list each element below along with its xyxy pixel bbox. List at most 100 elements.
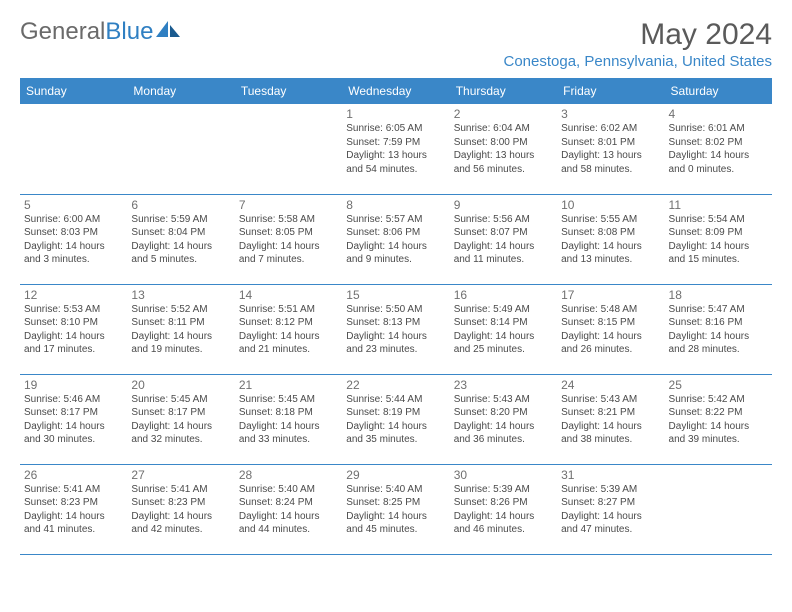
day-number: 2 bbox=[454, 107, 553, 121]
sunrise-text: Sunrise: 5:48 AM bbox=[561, 303, 660, 317]
sunrise-text: Sunrise: 5:53 AM bbox=[24, 303, 123, 317]
daylight-text: Daylight: 14 hours and 26 minutes. bbox=[561, 330, 660, 357]
day-number: 16 bbox=[454, 288, 553, 302]
day-number: 22 bbox=[346, 378, 445, 392]
brand-part1: General bbox=[20, 18, 105, 46]
sunset-text: Sunset: 8:06 PM bbox=[346, 226, 445, 240]
calendar-cell: 4Sunrise: 6:01 AMSunset: 8:02 PMDaylight… bbox=[665, 104, 772, 194]
daylight-text: Daylight: 14 hours and 45 minutes. bbox=[346, 510, 445, 537]
calendar-row: 19Sunrise: 5:46 AMSunset: 8:17 PMDayligh… bbox=[20, 374, 772, 464]
day-info: Sunrise: 5:45 AMSunset: 8:17 PMDaylight:… bbox=[131, 393, 230, 447]
daylight-text: Daylight: 14 hours and 21 minutes. bbox=[239, 330, 338, 357]
daylight-text: Daylight: 14 hours and 44 minutes. bbox=[239, 510, 338, 537]
calendar-cell: 23Sunrise: 5:43 AMSunset: 8:20 PMDayligh… bbox=[450, 374, 557, 464]
calendar-cell: 24Sunrise: 5:43 AMSunset: 8:21 PMDayligh… bbox=[557, 374, 664, 464]
sunrise-text: Sunrise: 5:50 AM bbox=[346, 303, 445, 317]
day-number: 29 bbox=[346, 468, 445, 482]
daylight-text: Daylight: 14 hours and 7 minutes. bbox=[239, 240, 338, 267]
daylight-text: Daylight: 14 hours and 36 minutes. bbox=[454, 420, 553, 447]
sunset-text: Sunset: 8:12 PM bbox=[239, 316, 338, 330]
sunrise-text: Sunrise: 6:05 AM bbox=[346, 122, 445, 136]
calendar-table: Sunday Monday Tuesday Wednesday Thursday… bbox=[20, 78, 772, 555]
calendar-cell: 17Sunrise: 5:48 AMSunset: 8:15 PMDayligh… bbox=[557, 284, 664, 374]
day-number: 28 bbox=[239, 468, 338, 482]
calendar-cell: 25Sunrise: 5:42 AMSunset: 8:22 PMDayligh… bbox=[665, 374, 772, 464]
calendar-row: 5Sunrise: 6:00 AMSunset: 8:03 PMDaylight… bbox=[20, 194, 772, 284]
sunset-text: Sunset: 8:18 PM bbox=[239, 406, 338, 420]
day-info: Sunrise: 5:49 AMSunset: 8:14 PMDaylight:… bbox=[454, 303, 553, 357]
calendar-cell: 5Sunrise: 6:00 AMSunset: 8:03 PMDaylight… bbox=[20, 194, 127, 284]
calendar-cell: 26Sunrise: 5:41 AMSunset: 8:23 PMDayligh… bbox=[20, 464, 127, 554]
daylight-text: Daylight: 14 hours and 11 minutes. bbox=[454, 240, 553, 267]
calendar-cell: 27Sunrise: 5:41 AMSunset: 8:23 PMDayligh… bbox=[127, 464, 234, 554]
sunset-text: Sunset: 8:01 PM bbox=[561, 136, 660, 150]
sunset-text: Sunset: 8:00 PM bbox=[454, 136, 553, 150]
day-info: Sunrise: 5:42 AMSunset: 8:22 PMDaylight:… bbox=[669, 393, 768, 447]
calendar-cell: 6Sunrise: 5:59 AMSunset: 8:04 PMDaylight… bbox=[127, 194, 234, 284]
sunset-text: Sunset: 8:09 PM bbox=[669, 226, 768, 240]
day-info: Sunrise: 5:54 AMSunset: 8:09 PMDaylight:… bbox=[669, 213, 768, 267]
calendar-cell bbox=[665, 464, 772, 554]
daylight-text: Daylight: 14 hours and 30 minutes. bbox=[24, 420, 123, 447]
day-info: Sunrise: 5:41 AMSunset: 8:23 PMDaylight:… bbox=[131, 483, 230, 537]
calendar-cell: 8Sunrise: 5:57 AMSunset: 8:06 PMDaylight… bbox=[342, 194, 449, 284]
title-block: May 2024 Conestoga, Pennsylvania, United… bbox=[504, 18, 773, 70]
day-number: 12 bbox=[24, 288, 123, 302]
sunrise-text: Sunrise: 5:49 AM bbox=[454, 303, 553, 317]
month-title: May 2024 bbox=[504, 18, 773, 51]
day-number: 20 bbox=[131, 378, 230, 392]
calendar-cell: 16Sunrise: 5:49 AMSunset: 8:14 PMDayligh… bbox=[450, 284, 557, 374]
sunset-text: Sunset: 8:23 PM bbox=[131, 496, 230, 510]
sunrise-text: Sunrise: 6:04 AM bbox=[454, 122, 553, 136]
daylight-text: Daylight: 13 hours and 58 minutes. bbox=[561, 149, 660, 176]
sunset-text: Sunset: 7:59 PM bbox=[346, 136, 445, 150]
sunset-text: Sunset: 8:17 PM bbox=[131, 406, 230, 420]
weekday-header-row: Sunday Monday Tuesday Wednesday Thursday… bbox=[20, 78, 772, 104]
sunset-text: Sunset: 8:21 PM bbox=[561, 406, 660, 420]
day-number: 7 bbox=[239, 198, 338, 212]
calendar-cell: 31Sunrise: 5:39 AMSunset: 8:27 PMDayligh… bbox=[557, 464, 664, 554]
calendar-cell: 22Sunrise: 5:44 AMSunset: 8:19 PMDayligh… bbox=[342, 374, 449, 464]
day-number: 27 bbox=[131, 468, 230, 482]
sunrise-text: Sunrise: 5:44 AM bbox=[346, 393, 445, 407]
calendar-cell: 20Sunrise: 5:45 AMSunset: 8:17 PMDayligh… bbox=[127, 374, 234, 464]
calendar-cell: 21Sunrise: 5:45 AMSunset: 8:18 PMDayligh… bbox=[235, 374, 342, 464]
day-number: 5 bbox=[24, 198, 123, 212]
calendar-row: 1Sunrise: 6:05 AMSunset: 7:59 PM Daylight… bbox=[20, 104, 772, 194]
weekday-header: Tuesday bbox=[235, 78, 342, 104]
daylight-text: Daylight: 14 hours and 35 minutes. bbox=[346, 420, 445, 447]
daylight-text: Daylight: 14 hours and 33 minutes. bbox=[239, 420, 338, 447]
sunset-text: Sunset: 8:26 PM bbox=[454, 496, 553, 510]
calendar-cell: 2Sunrise: 6:04 AMSunset: 8:00 PMDaylight… bbox=[450, 104, 557, 194]
day-number: 6 bbox=[131, 198, 230, 212]
day-info: Sunrise: 6:00 AMSunset: 8:03 PMDaylight:… bbox=[24, 213, 123, 267]
calendar-cell bbox=[235, 104, 342, 194]
day-info: Sunrise: 5:41 AMSunset: 8:23 PMDaylight:… bbox=[24, 483, 123, 537]
page-header: GeneralBlue May 2024 Conestoga, Pennsylv… bbox=[20, 18, 772, 70]
sunrise-text: Sunrise: 5:51 AM bbox=[239, 303, 338, 317]
sunset-text: Sunset: 8:13 PM bbox=[346, 316, 445, 330]
daylight-text: Daylight: 14 hours and 42 minutes. bbox=[131, 510, 230, 537]
day-info: Sunrise: 5:52 AMSunset: 8:11 PMDaylight:… bbox=[131, 303, 230, 357]
day-number: 1 bbox=[346, 107, 445, 121]
calendar-cell: 12Sunrise: 5:53 AMSunset: 8:10 PMDayligh… bbox=[20, 284, 127, 374]
sunset-text: Sunset: 8:27 PM bbox=[561, 496, 660, 510]
day-number: 26 bbox=[24, 468, 123, 482]
daylight-text: Daylight: 14 hours and 46 minutes. bbox=[454, 510, 553, 537]
calendar-cell: 29Sunrise: 5:40 AMSunset: 8:25 PMDayligh… bbox=[342, 464, 449, 554]
day-number: 30 bbox=[454, 468, 553, 482]
day-info: Sunrise: 5:59 AMSunset: 8:04 PMDaylight:… bbox=[131, 213, 230, 267]
sunrise-text: Sunrise: 5:56 AM bbox=[454, 213, 553, 227]
day-number: 21 bbox=[239, 378, 338, 392]
calendar-cell bbox=[20, 104, 127, 194]
sunrise-text: Sunrise: 5:45 AM bbox=[131, 393, 230, 407]
daylight-text: Daylight: 14 hours and 38 minutes. bbox=[561, 420, 660, 447]
daylight-text: Daylight: 14 hours and 41 minutes. bbox=[24, 510, 123, 537]
day-info: Sunrise: 6:01 AMSunset: 8:02 PMDaylight:… bbox=[669, 122, 768, 176]
sunrise-text: Sunrise: 6:02 AM bbox=[561, 122, 660, 136]
weekday-header: Wednesday bbox=[342, 78, 449, 104]
sunset-text: Sunset: 8:03 PM bbox=[24, 226, 123, 240]
sunset-text: Sunset: 8:20 PM bbox=[454, 406, 553, 420]
sail-icon bbox=[156, 18, 182, 46]
sunrise-text: Sunrise: 5:40 AM bbox=[239, 483, 338, 497]
